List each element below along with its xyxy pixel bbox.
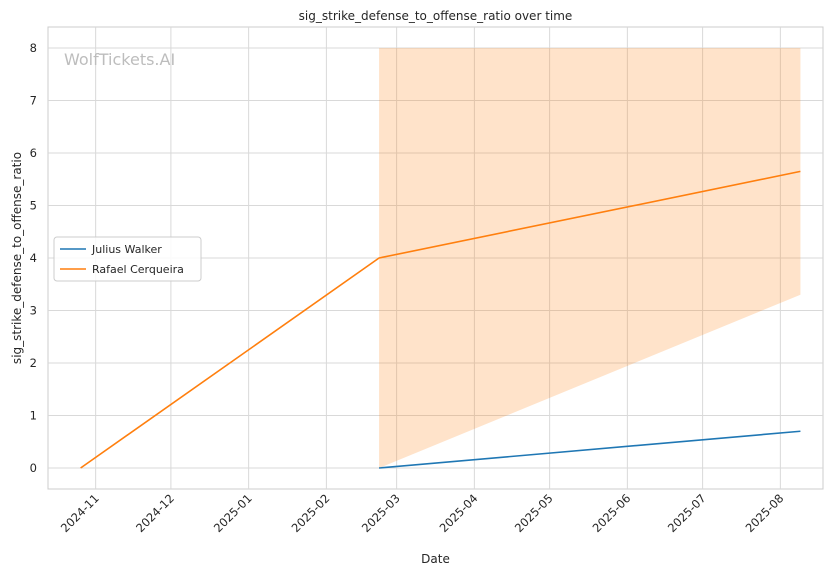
y-tick-label: 6 bbox=[30, 146, 37, 160]
x-tick-label: 2025-05 bbox=[512, 491, 556, 535]
x-tick-label: 2025-03 bbox=[359, 491, 403, 535]
y-tick-labels: 0 1 2 3 4 5 6 7 8 bbox=[30, 41, 37, 475]
legend-frame bbox=[53, 236, 202, 282]
x-axis-label: Date bbox=[421, 552, 450, 566]
y-tick-label: 2 bbox=[30, 356, 37, 370]
x-tick-label: 2025-06 bbox=[590, 491, 634, 535]
chart-title: sig_strike_defense_to_offense_ratio over… bbox=[299, 9, 573, 23]
legend: Julius Walker Rafael Cerqueira bbox=[53, 236, 202, 282]
x-tick-label: 2025-01 bbox=[211, 491, 255, 535]
y-axis-label: sig_strike_defense_to_offense_ratio bbox=[10, 152, 24, 364]
legend-label: Julius Walker bbox=[91, 243, 162, 256]
x-tick-label: 2024-11 bbox=[58, 491, 102, 535]
x-tick-label: 2025-07 bbox=[665, 491, 709, 535]
series-line bbox=[378, 430, 801, 469]
y-tick-label: 1 bbox=[30, 409, 37, 423]
series-line bbox=[80, 170, 801, 469]
watermark: WolfTickets.AI bbox=[64, 50, 175, 69]
series-lines bbox=[80, 170, 801, 469]
y-tick-label: 0 bbox=[30, 461, 37, 475]
x-tick-label: 2025-02 bbox=[289, 491, 333, 535]
y-tick-label: 3 bbox=[30, 304, 37, 318]
y-tick-label: 5 bbox=[30, 199, 37, 213]
y-tick-label: 4 bbox=[30, 251, 37, 265]
legend-label: Rafael Cerqueira bbox=[92, 263, 184, 276]
x-tick-label: 2025-04 bbox=[437, 491, 481, 535]
x-tick-label: 2024-12 bbox=[133, 491, 177, 535]
confidence-bands bbox=[379, 48, 801, 468]
confidence-band bbox=[379, 48, 801, 468]
x-tick-label: 2025-08 bbox=[743, 491, 787, 535]
x-tick-labels: 2024-11 2024-12 2025-01 2025-02 2025-03 2025-… bbox=[58, 491, 787, 535]
y-tick-label: 8 bbox=[30, 41, 37, 55]
y-tick-label: 7 bbox=[30, 94, 37, 108]
